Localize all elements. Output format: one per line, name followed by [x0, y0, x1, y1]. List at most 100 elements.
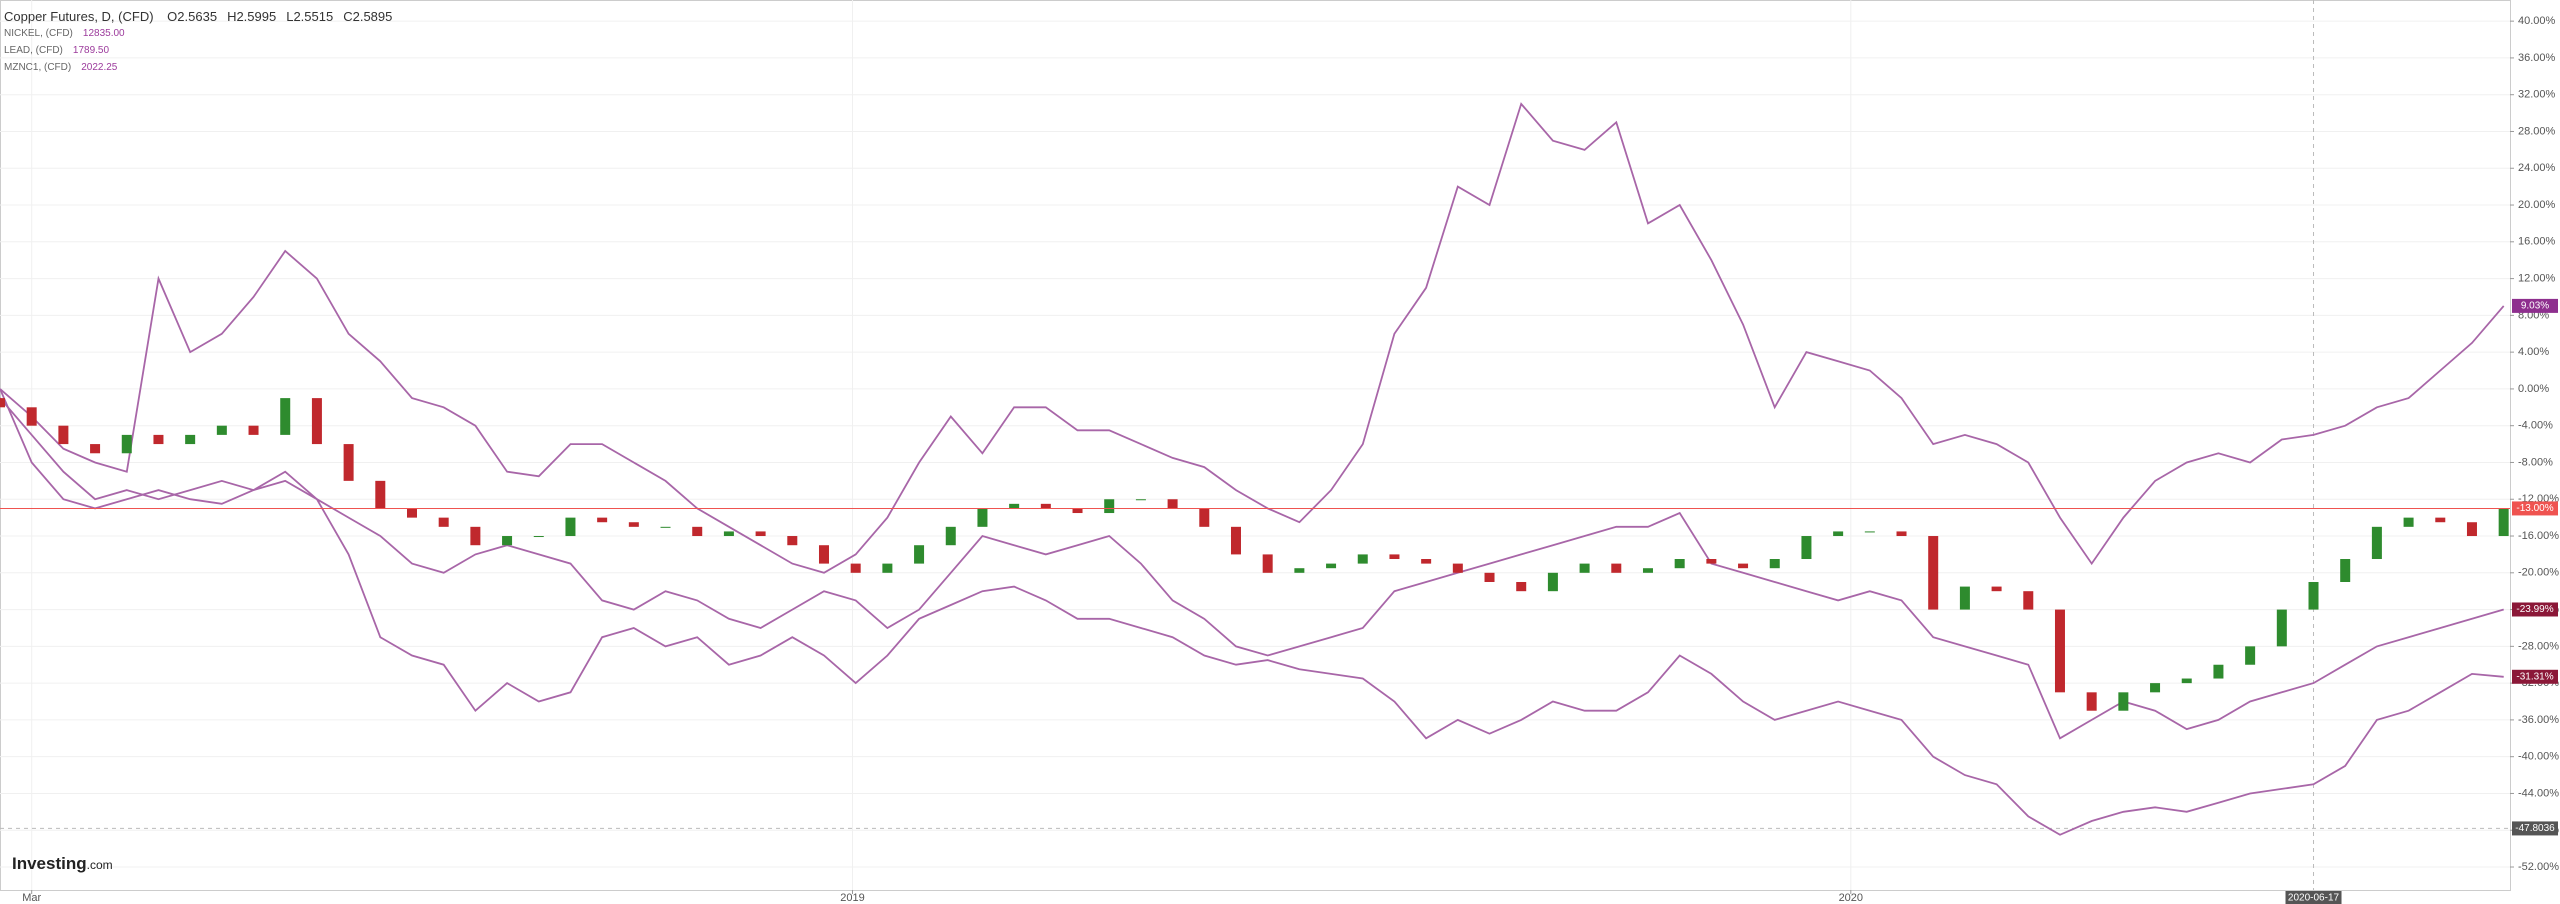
series-price: 12835.00: [82, 28, 125, 39]
ohlc-value: 2.5515: [293, 9, 334, 24]
candle: [502, 536, 513, 546]
candle: [121, 434, 132, 454]
series-line: [0, 388, 2504, 836]
y-tick-label: -44.00%: [2518, 787, 2559, 799]
plot-frame: [0, 0, 2511, 891]
candle: [1611, 563, 1622, 573]
candle: [1833, 531, 1844, 537]
candle: [1484, 572, 1495, 582]
candle: [1864, 531, 1875, 533]
candle: [1452, 563, 1463, 573]
candle: [90, 444, 101, 454]
candle: [1326, 563, 1337, 569]
logo: Investing.com: [12, 854, 113, 874]
candle: [597, 517, 608, 523]
last-value-badge-text: -23.99%: [2516, 604, 2553, 615]
candle: [343, 444, 354, 481]
series-name: NICKEL, (CFD): [4, 28, 73, 39]
candle: [1769, 559, 1780, 569]
y-tick-label: -36.00%: [2518, 714, 2559, 726]
candle: [1959, 586, 1970, 610]
ohlc-key: L: [286, 9, 294, 24]
series-line: [0, 397, 2504, 740]
candle: [2340, 559, 2351, 582]
candle: [1706, 559, 1717, 564]
candle: [914, 545, 925, 564]
candle: [2054, 609, 2065, 693]
x-tick-label: Mar: [22, 892, 41, 904]
crosshair-y-badge: -47.8036: [2512, 821, 2558, 836]
candle: [2181, 678, 2192, 684]
candle: [850, 563, 861, 573]
symbol-title: Copper Futures, D, (CFD): [4, 9, 154, 24]
candle: [2118, 692, 2129, 711]
main-legend: Copper Futures, D, (CFD) O2.5635 H2.5995 L…: [4, 8, 392, 25]
candle: [2403, 517, 2414, 527]
candle: [438, 517, 449, 527]
candle: [660, 526, 671, 528]
candle: [755, 531, 766, 537]
candle: [1896, 531, 1907, 537]
candle: [216, 425, 227, 435]
last-value-badge: -31.31%: [2512, 669, 2558, 684]
candle: [977, 508, 988, 527]
price-badge-text: -13.00%: [2516, 503, 2553, 514]
candle: [628, 522, 639, 527]
candle: [1516, 581, 1527, 592]
last-value-badge-box: [2512, 298, 2558, 313]
candle: [2023, 591, 2034, 610]
candle: [1199, 508, 1210, 527]
candle: [1642, 568, 1653, 573]
candle: [2086, 692, 2097, 711]
crosshair-x-box: [2285, 891, 2342, 904]
candle: [1738, 563, 1749, 569]
candle: [2308, 581, 2319, 610]
candle: [1991, 586, 2002, 592]
candle: [2435, 517, 2446, 523]
candle: [470, 526, 481, 546]
crosshair-y-box: [2512, 821, 2558, 836]
crosshair-y-text: -47.8036: [2515, 823, 2555, 834]
last-value-badge: -23.99%: [2512, 602, 2558, 617]
ohlc-value: 2.5995: [236, 9, 277, 24]
candle: [1072, 508, 1083, 514]
candle: [1262, 554, 1273, 573]
candle: [2150, 683, 2161, 693]
candle: [2245, 646, 2256, 665]
candle: [787, 536, 798, 546]
price-badge: -13.00%: [2512, 501, 2558, 516]
candle: [2276, 609, 2287, 647]
crosshair-x-badge: 2020-06-17: [2285, 891, 2342, 904]
candle: [692, 526, 703, 537]
ohlc-value: 2.5895: [352, 9, 393, 24]
candle: [1040, 503, 1051, 509]
candle: [2498, 508, 2509, 537]
ohlc-key: C: [343, 9, 353, 24]
candle: [818, 545, 829, 564]
series-legend: NICKEL, (CFD) 12835.00: [4, 25, 392, 42]
candle: [1579, 563, 1590, 573]
candle: [723, 531, 734, 537]
candle: [1547, 572, 1558, 592]
candle: [0, 398, 5, 408]
crosshair-x-text: 2020-06-17: [2288, 893, 2340, 904]
series-legend: LEAD, (CFD) 1789.50: [4, 42, 392, 59]
candle: [1389, 554, 1400, 560]
y-tick-label: 20.00%: [2518, 199, 2556, 211]
candle: [185, 434, 196, 445]
ohlc: O2.5635 H2.5995 L2.5515 C2.5895: [157, 9, 392, 24]
series-price: 2022.25: [81, 62, 118, 73]
y-tick-label: -20.00%: [2518, 567, 2559, 579]
y-tick-label: -8.00%: [2518, 456, 2553, 468]
ohlc-key: O: [167, 9, 178, 24]
logo-suffix: .com: [86, 858, 113, 872]
x-tick-label: 2020: [1839, 892, 1863, 904]
y-tick-label: 4.00%: [2518, 346, 2549, 358]
candle: [26, 407, 37, 426]
y-tick-label: -16.00%: [2518, 530, 2559, 542]
y-tick-label: 32.00%: [2518, 89, 2556, 101]
candle: [1421, 559, 1432, 564]
candle: [311, 398, 322, 445]
